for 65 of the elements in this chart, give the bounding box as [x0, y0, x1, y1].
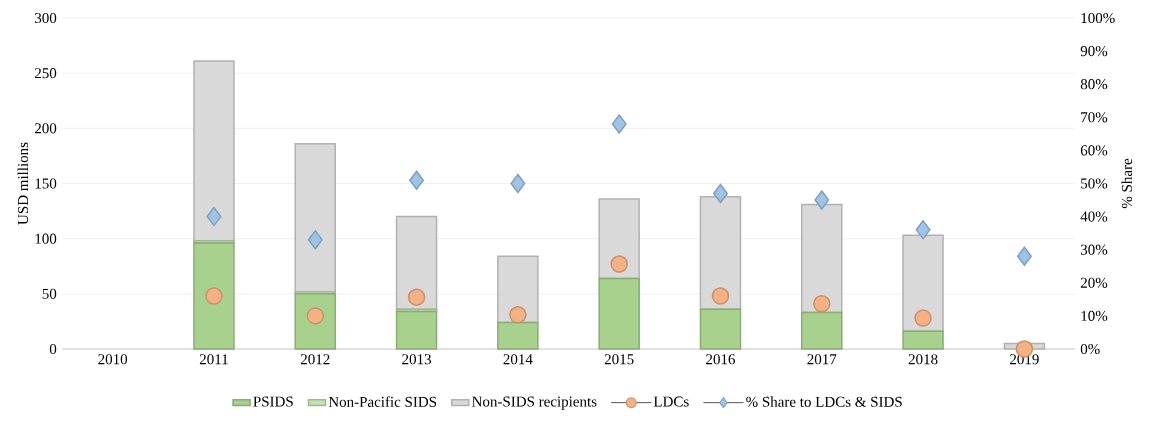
y2-tick-label: 20% [1080, 277, 1108, 288]
y2-tick-label: 60% [1080, 145, 1108, 156]
x-tick-label: 2012 [300, 354, 330, 365]
bar [193, 60, 235, 242]
point [813, 295, 831, 313]
point [407, 288, 426, 306]
y2-tick-label: 80% [1080, 79, 1108, 90]
point [307, 230, 323, 250]
bar [902, 234, 944, 333]
y2-tick-label: 100% [1081, 12, 1115, 24]
bar [902, 330, 944, 350]
x-tick-label: 2010 [98, 354, 128, 365]
point [1016, 246, 1032, 267]
point [509, 306, 527, 324]
y-axis-title: USD millions [17, 142, 29, 225]
x-tick-label: 2016 [706, 354, 736, 365]
point [510, 173, 526, 194]
point [711, 287, 730, 305]
y2-tick-label: 40% [1080, 211, 1108, 222]
y2-axis-title: % Share [1121, 158, 1133, 209]
x-tick-label: 2015 [604, 354, 634, 365]
y-tick-label: 300 [35, 12, 57, 24]
x-tick-label: 2017 [807, 354, 837, 365]
y2-tick-label: 0% [1080, 343, 1100, 355]
bar [598, 277, 640, 350]
bar [598, 198, 640, 280]
bar [801, 311, 843, 350]
point [206, 206, 222, 227]
y2-tick-label: 90% [1080, 46, 1108, 57]
y-tick-label: 100 [35, 233, 57, 244]
point [611, 114, 627, 134]
legend-label: % Share to LDCs & SIDS [746, 396, 902, 407]
y2-tick-label: 70% [1081, 112, 1108, 123]
x-tick-label: 2013 [402, 354, 431, 365]
y-tick-label: 0 [49, 343, 57, 355]
bar [497, 321, 539, 350]
bar [193, 242, 235, 350]
bar [699, 195, 742, 311]
x-tick-label: 2011 [199, 354, 228, 365]
y2-tick-label: 10% [1081, 310, 1108, 321]
point [409, 170, 425, 190]
y-tick-label: 250 [34, 68, 57, 79]
y-tick-label: 150 [35, 178, 57, 189]
point [205, 287, 223, 305]
y-tick-label: 50 [42, 288, 57, 299]
legend-label: Non-SIDS recipients [472, 396, 597, 410]
bar [699, 308, 742, 350]
bar [801, 203, 843, 314]
y2-tick-label: 30% [1080, 244, 1108, 255]
bar [395, 310, 438, 350]
point [914, 309, 932, 327]
legend-label: Non-Pacific SIDS [328, 396, 437, 407]
x-tick-label: 2018 [908, 354, 938, 365]
legend-label: PSIDS [253, 396, 293, 407]
legend-label: LDCs [653, 396, 689, 407]
y2-tick-label: 50% [1081, 178, 1108, 189]
point [712, 183, 728, 204]
y-tick-label: 200 [34, 123, 57, 134]
bar [497, 255, 539, 324]
x-tick-label: 2014 [503, 354, 533, 365]
bar [294, 143, 337, 293]
point [610, 255, 628, 273]
point [915, 220, 931, 240]
point [814, 190, 830, 210]
bar [395, 215, 438, 311]
